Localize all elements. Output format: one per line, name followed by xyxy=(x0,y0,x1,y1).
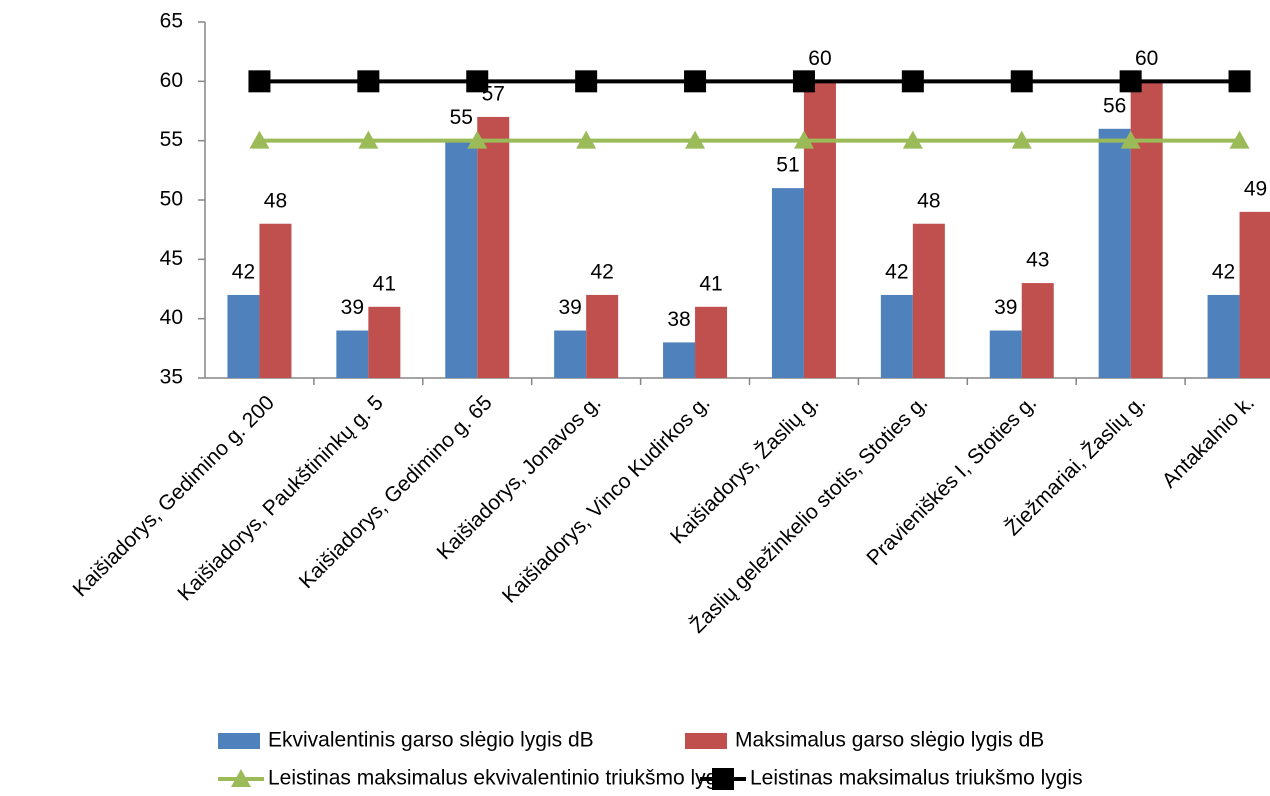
x-tick-label: Antakalnio k. xyxy=(1158,391,1259,492)
data-label: 48 xyxy=(264,189,287,212)
data-label: 55 xyxy=(450,106,473,129)
data-label: 42 xyxy=(1212,260,1235,283)
legend-swatch xyxy=(685,733,727,749)
y-tick-label: 50 xyxy=(160,188,183,211)
marker xyxy=(466,70,489,93)
data-label: 60 xyxy=(1135,47,1158,70)
bar xyxy=(259,223,292,378)
marker xyxy=(1120,130,1141,149)
data-label: 39 xyxy=(994,296,1017,319)
bar xyxy=(695,306,728,378)
x-tick-label: Kaišiadorys, Gedimino g. 200 xyxy=(69,391,279,601)
bar xyxy=(1021,283,1054,378)
bar xyxy=(803,81,836,378)
x-tick-label: Žaslių geležinkelio stotis, Stoties g. xyxy=(686,391,933,638)
marker xyxy=(467,130,488,149)
x-tick-label: Kaišiadorys, Paukštininkų g. 5 xyxy=(173,391,387,605)
marker xyxy=(793,130,814,149)
marker xyxy=(684,70,707,93)
marker xyxy=(249,130,270,149)
bar xyxy=(880,294,913,378)
marker xyxy=(358,130,379,149)
marker xyxy=(792,70,815,93)
y-tick-label: 60 xyxy=(160,69,183,92)
marker xyxy=(248,70,271,93)
marker xyxy=(357,70,380,93)
bar xyxy=(771,188,804,378)
x-tick-label: Kaišiadorys, Vinco Kudirkos g. xyxy=(498,391,715,608)
marker xyxy=(1011,130,1032,149)
data-label: 48 xyxy=(917,189,940,212)
marker xyxy=(576,130,597,149)
data-label: 42 xyxy=(232,260,255,283)
x-tick-label: Kaišiadorys, Gedimino g. 65 xyxy=(295,391,497,593)
bar xyxy=(227,294,260,378)
bar xyxy=(1239,211,1270,378)
marker xyxy=(712,768,734,790)
legend-label: Maksimalus garso slėgio lygis dB xyxy=(735,729,1044,752)
marker xyxy=(575,70,598,93)
y-tick-label: 55 xyxy=(160,128,183,151)
bar xyxy=(368,306,401,378)
legend-swatch xyxy=(218,733,260,749)
bar xyxy=(336,330,369,378)
marker xyxy=(1229,130,1250,149)
marker xyxy=(902,130,923,149)
bar xyxy=(912,223,945,378)
bar xyxy=(1207,294,1240,378)
marker xyxy=(685,130,706,149)
bar xyxy=(1130,81,1163,378)
bar xyxy=(586,294,619,378)
data-label: 39 xyxy=(558,296,581,319)
marker xyxy=(1119,70,1142,93)
y-tick-label: 45 xyxy=(160,247,183,270)
data-label: 38 xyxy=(667,308,690,331)
data-label: 42 xyxy=(590,260,613,283)
data-label: 51 xyxy=(776,154,799,177)
data-label: 60 xyxy=(808,47,831,70)
data-label: 43 xyxy=(1026,249,1049,272)
bar xyxy=(663,342,696,378)
marker xyxy=(1010,70,1033,93)
marker xyxy=(901,70,924,93)
legend-label: Leistinas maksimalus ekvivalentinio triu… xyxy=(268,767,733,790)
data-label: 41 xyxy=(373,272,396,295)
data-label: 42 xyxy=(885,260,908,283)
bar xyxy=(554,330,587,378)
legend-label: Leistinas maksimalus triukšmo lygis xyxy=(750,767,1083,790)
marker xyxy=(231,769,251,787)
data-label: 39 xyxy=(341,296,364,319)
bar xyxy=(1098,128,1131,378)
marker xyxy=(1228,70,1251,93)
bar xyxy=(477,116,510,378)
data-label: 56 xyxy=(1103,94,1126,117)
bar xyxy=(445,140,478,378)
y-tick-label: 65 xyxy=(160,10,183,33)
data-label: 49 xyxy=(1244,177,1267,200)
bar xyxy=(989,330,1022,378)
y-tick-label: 35 xyxy=(160,366,183,389)
legend-label: Ekvivalentinis garso slėgio lygis dB xyxy=(268,729,594,752)
y-tick-label: 40 xyxy=(160,306,183,329)
data-label: 41 xyxy=(699,272,722,295)
